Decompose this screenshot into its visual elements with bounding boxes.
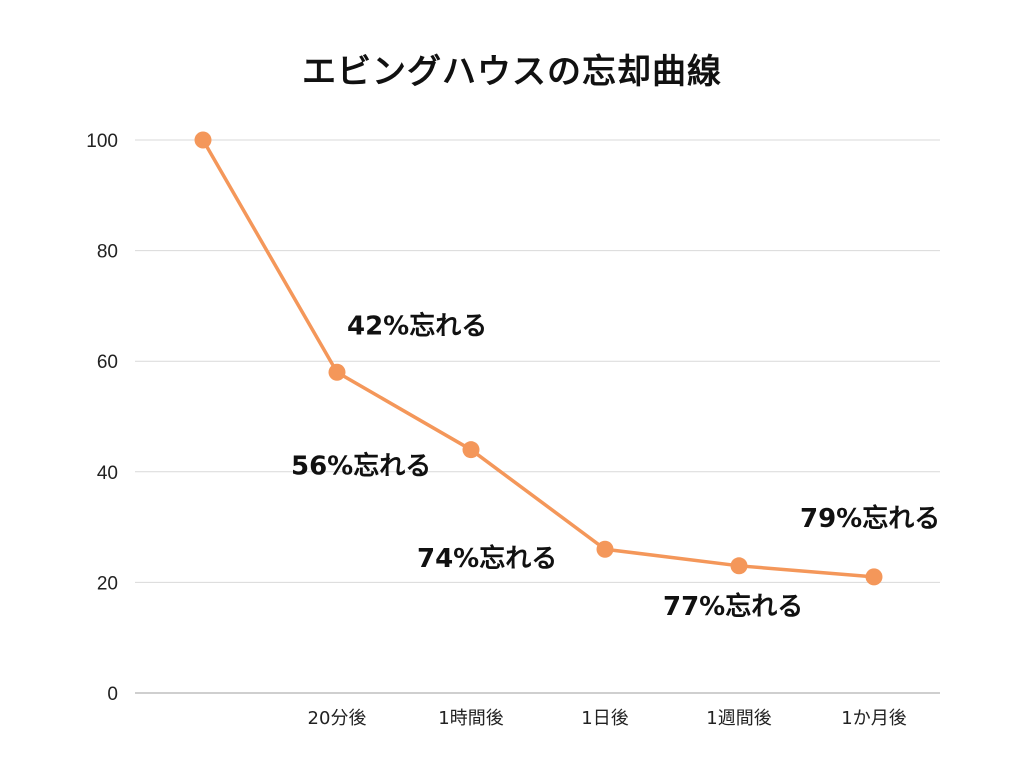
data-point — [730, 557, 748, 575]
data-point — [194, 131, 212, 149]
x-tick-label: 1時間後 — [438, 708, 503, 729]
data-point — [462, 441, 480, 459]
annotation-label: 74%忘れる — [417, 543, 557, 574]
y-tick-label: 60 — [97, 352, 118, 373]
y-tick-label: 40 — [97, 463, 118, 484]
y-tick-label: 20 — [97, 573, 118, 594]
data-point — [596, 540, 614, 558]
annotation-label: 42%忘れる — [347, 310, 487, 341]
x-tick-label: 1週間後 — [706, 708, 771, 729]
annotation-label: 79%忘れる — [800, 503, 940, 534]
data-point — [328, 363, 346, 381]
y-tick-label: 0 — [107, 684, 118, 705]
x-tick-label: 20分後 — [308, 708, 367, 729]
x-tick-label: 1日後 — [581, 708, 628, 729]
chart-title: エビングハウスの忘却曲線 — [302, 52, 722, 92]
data-point — [865, 568, 883, 586]
series-line — [201, 139, 875, 579]
y-tick-label: 100 — [86, 131, 118, 152]
y-tick-label: 80 — [97, 242, 118, 263]
annotation-label: 77%忘れる — [663, 591, 803, 622]
annotation-label: 56%忘れる — [291, 451, 431, 482]
x-tick-label: 1か月後 — [841, 708, 906, 729]
